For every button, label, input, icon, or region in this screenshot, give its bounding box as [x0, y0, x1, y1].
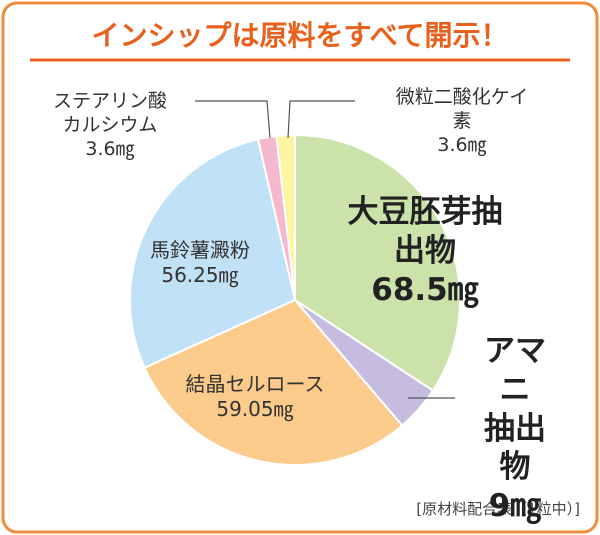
- value-label: 3.6㎎: [437, 133, 487, 156]
- pie-slice: [143, 298, 404, 466]
- slice-label: 馬鈴薯澱粉 56.25㎎: [150, 238, 250, 288]
- category-label: ステアリン酸 カルシウム: [52, 90, 168, 136]
- leader-line: [195, 100, 271, 139]
- value-label: 9㎎: [488, 488, 542, 524]
- category-label: 大豆胚芽抽出物: [347, 194, 503, 269]
- category-label: 微粒二酸化ケイ素: [395, 86, 529, 132]
- slice-label: 大豆胚芽抽出物 68.5㎎: [338, 193, 513, 309]
- pie-slice: [129, 138, 297, 369]
- note: [原材料配合表（1粒中）]: [416, 500, 580, 518]
- value-label: 3.6㎎: [85, 137, 135, 160]
- pie-slice: [275, 133, 296, 301]
- slice-label: アマニ 抽出物 9㎎: [473, 332, 558, 526]
- slices: [129, 133, 461, 466]
- slice-label: 微粒二酸化ケイ素 3.6㎎: [393, 86, 531, 157]
- slice-label: 結晶セルロース 59.05㎎: [186, 372, 325, 422]
- leader-line: [287, 100, 355, 139]
- slice-label: ステアリン酸 カルシウム 3.6㎎: [53, 90, 167, 161]
- category-label: 馬鈴薯澱粉: [150, 238, 250, 262]
- category-label: 結晶セルロース: [185, 372, 325, 396]
- category-label: アマニ 抽出物: [484, 333, 546, 486]
- value-label: 68.5㎎: [371, 271, 479, 308]
- value-label: 59.05㎎: [216, 397, 294, 421]
- value-label: 56.25㎎: [161, 263, 239, 287]
- chart-title: インシップは原料をすべて開示！: [91, 19, 509, 52]
